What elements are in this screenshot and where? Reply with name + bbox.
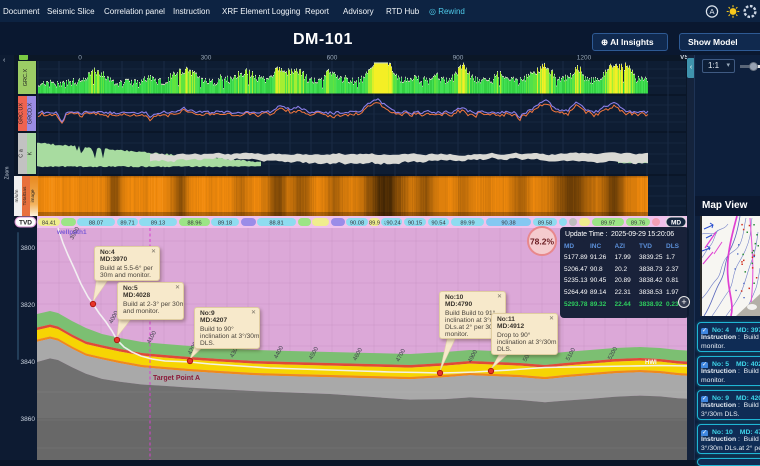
svg-text:0: 0 xyxy=(78,55,82,62)
svg-text:88.07: 88.07 xyxy=(89,220,103,226)
svg-text:C a: C a xyxy=(19,148,25,158)
svg-text:GRCD.X: GRCD.X xyxy=(28,102,34,124)
svg-text:3900: 3900 xyxy=(69,226,81,241)
svg-text:3800: 3800 xyxy=(21,245,36,252)
svg-text:88.81: 88.81 xyxy=(269,220,283,226)
svg-text:HWI: HWI xyxy=(645,360,657,366)
svg-text:89.13: 89.13 xyxy=(151,220,165,226)
svg-text:GRC.UX: GRC.UX xyxy=(19,102,25,124)
svg-text:300: 300 xyxy=(201,55,212,62)
svg-text:image: image xyxy=(30,189,36,202)
svg-text:78.2%: 78.2% xyxy=(530,237,555,247)
svg-text:GRC.X: GRC.X xyxy=(23,68,29,86)
svg-text:4400: 4400 xyxy=(273,345,285,360)
svg-text:K: K xyxy=(28,151,34,155)
svg-text:4100: 4100 xyxy=(146,330,158,345)
svg-text:89.71: 89.71 xyxy=(120,220,134,226)
svg-text:900: 900 xyxy=(453,55,464,62)
svg-text:4600: 4600 xyxy=(352,347,364,362)
svg-text:90.54: 90.54 xyxy=(431,220,445,226)
svg-text:89.18: 89.18 xyxy=(218,220,232,226)
svg-text:4200: 4200 xyxy=(187,341,199,356)
svg-text:89.58: 89.58 xyxy=(538,220,552,226)
svg-text:wellpath1: wellpath1 xyxy=(56,229,87,236)
svg-text:3820: 3820 xyxy=(21,302,36,309)
svg-text:TotalGas: TotalGas xyxy=(22,186,28,206)
svg-text:4000: 4000 xyxy=(108,310,120,325)
svg-text:600: 600 xyxy=(327,55,338,62)
svg-text:89.9: 89.9 xyxy=(369,220,380,226)
svg-text:TVD: TVD xyxy=(19,220,32,227)
svg-text:m/s/m: m/s/m xyxy=(14,189,20,202)
svg-text:90.08: 90.08 xyxy=(350,220,364,226)
svg-text:4900: 4900 xyxy=(467,349,479,364)
svg-text:90.24: 90.24 xyxy=(386,220,400,226)
svg-text:4700: 4700 xyxy=(395,348,407,363)
svg-text:3840: 3840 xyxy=(21,359,36,366)
svg-text:5100: 5100 xyxy=(565,347,577,362)
svg-text:89.99: 89.99 xyxy=(460,220,474,226)
svg-text:84.41: 84.41 xyxy=(42,220,56,226)
svg-text:4300: 4300 xyxy=(229,344,241,359)
svg-text:A: A xyxy=(709,7,714,16)
svg-text:89.76: 89.76 xyxy=(631,220,645,226)
svg-text:Target Point A: Target Point A xyxy=(153,375,200,382)
svg-text:3860: 3860 xyxy=(21,416,36,423)
svg-text:VS: VS xyxy=(680,54,689,61)
svg-text:90.15: 90.15 xyxy=(408,220,422,226)
svg-text:4500: 4500 xyxy=(308,346,320,361)
svg-text:89.97: 89.97 xyxy=(601,220,615,226)
svg-text:1200: 1200 xyxy=(577,55,592,62)
svg-text:5000: 5000 xyxy=(522,348,534,363)
svg-text:90.38: 90.38 xyxy=(501,220,515,226)
svg-text:MD: MD xyxy=(671,220,681,227)
svg-text:5200: 5200 xyxy=(607,346,619,361)
svg-text:88.96: 88.96 xyxy=(187,220,201,226)
